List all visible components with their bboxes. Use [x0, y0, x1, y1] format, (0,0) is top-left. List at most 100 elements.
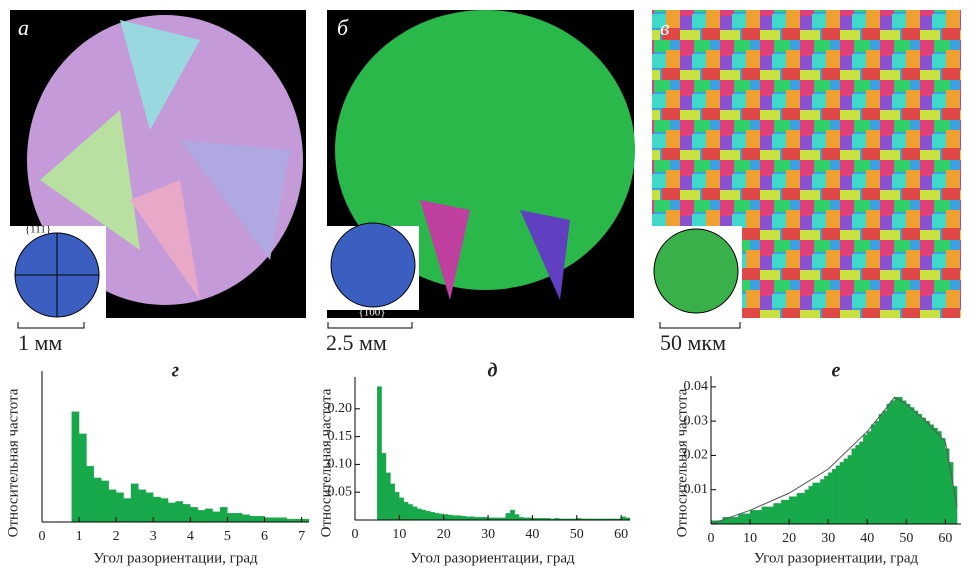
bar [461, 515, 467, 521]
bar [167, 502, 176, 523]
bar [804, 489, 809, 525]
bar [757, 510, 762, 525]
bar [839, 462, 844, 525]
bar [722, 516, 727, 525]
scale-bar [327, 322, 413, 329]
bar [123, 498, 132, 523]
y-axis-label: Относительная частота [5, 388, 21, 537]
bar [425, 510, 431, 521]
bar [734, 516, 739, 525]
bar [416, 508, 422, 521]
x-tick-label: 30 [821, 531, 835, 546]
y-tick-label: 0.20 [328, 401, 353, 416]
bar [78, 433, 87, 523]
bar [514, 514, 520, 521]
bar [816, 482, 821, 525]
y-tick-label: 0.01 [684, 482, 709, 497]
x-tick-label: 7 [298, 529, 305, 544]
bar [153, 496, 161, 523]
bar [390, 483, 396, 521]
bar [408, 504, 413, 521]
bar [399, 497, 404, 521]
bar [761, 506, 766, 525]
y-tick-label: 0.05 [328, 484, 353, 499]
bar [863, 434, 868, 525]
bar [219, 507, 228, 523]
bar [898, 396, 903, 525]
bar [859, 441, 864, 525]
bar [785, 499, 790, 525]
bar [101, 480, 109, 523]
bar [917, 414, 923, 525]
bar [824, 475, 829, 525]
bar [377, 386, 382, 521]
bar [381, 453, 387, 521]
x-tick-label: 50 [899, 531, 913, 546]
y-axis-label: Относительная частота [674, 388, 690, 537]
x-tick-label: 60 [614, 527, 628, 542]
bar [452, 515, 458, 521]
scale-bar [17, 322, 85, 329]
bar [279, 517, 287, 523]
x-tick-label: 40 [860, 531, 874, 546]
bar [730, 516, 735, 525]
bar [256, 515, 265, 523]
bar [937, 431, 942, 525]
bar [925, 420, 930, 525]
bar [447, 514, 453, 521]
bar [890, 400, 895, 525]
bar [116, 492, 124, 523]
chart-title: д [488, 360, 498, 382]
bar [902, 400, 907, 525]
x-tick-label: 10 [743, 531, 757, 546]
panel-letter: а [18, 15, 29, 40]
bar [234, 513, 243, 523]
bar [271, 517, 280, 523]
pole-a [8, 226, 106, 318]
scale-bar [659, 322, 741, 329]
bar [456, 515, 462, 521]
scale-label: 2.5 мм [326, 330, 387, 355]
bar [510, 509, 515, 521]
bar [86, 465, 95, 523]
x-axis-label: Угол разориентации, град [93, 550, 258, 566]
bar [175, 501, 184, 523]
y-tick-label: 0.10 [328, 457, 353, 472]
panel-letter: б [337, 15, 349, 40]
y-axis-label: Относительная частота [318, 388, 334, 537]
scale-label: 50 мкм [660, 330, 726, 355]
bar [465, 516, 471, 521]
bar [138, 489, 146, 523]
y-tick-label: 0.02 [684, 448, 709, 463]
chart-title: г [172, 360, 179, 382]
bar [820, 479, 825, 525]
bar [205, 508, 213, 523]
x-axis-label: Угол разориентации, град [410, 550, 575, 566]
x-axis-label: Угол разориентации, град [754, 550, 919, 566]
bar [190, 507, 198, 523]
bar [439, 513, 444, 521]
bar [93, 477, 102, 523]
x-tick-label: 2 [113, 529, 120, 544]
chart-title: е [832, 360, 841, 382]
scale-label: 1 мм [18, 330, 62, 355]
bar [847, 455, 852, 525]
bar [108, 489, 117, 523]
bar [874, 420, 880, 525]
bar [921, 417, 926, 525]
pole-label: {111} [25, 224, 51, 236]
bar [913, 410, 919, 525]
bar [835, 465, 841, 525]
x-tick-label: 0 [39, 529, 46, 544]
bar [394, 492, 400, 521]
bar [894, 396, 899, 525]
bar [385, 472, 391, 521]
bar [831, 468, 837, 525]
bar [412, 506, 418, 521]
bar [796, 492, 801, 525]
x-tick-label: 5 [224, 529, 231, 544]
x-tick-label: 1 [76, 529, 83, 544]
bar [746, 513, 751, 525]
bar [227, 513, 235, 523]
